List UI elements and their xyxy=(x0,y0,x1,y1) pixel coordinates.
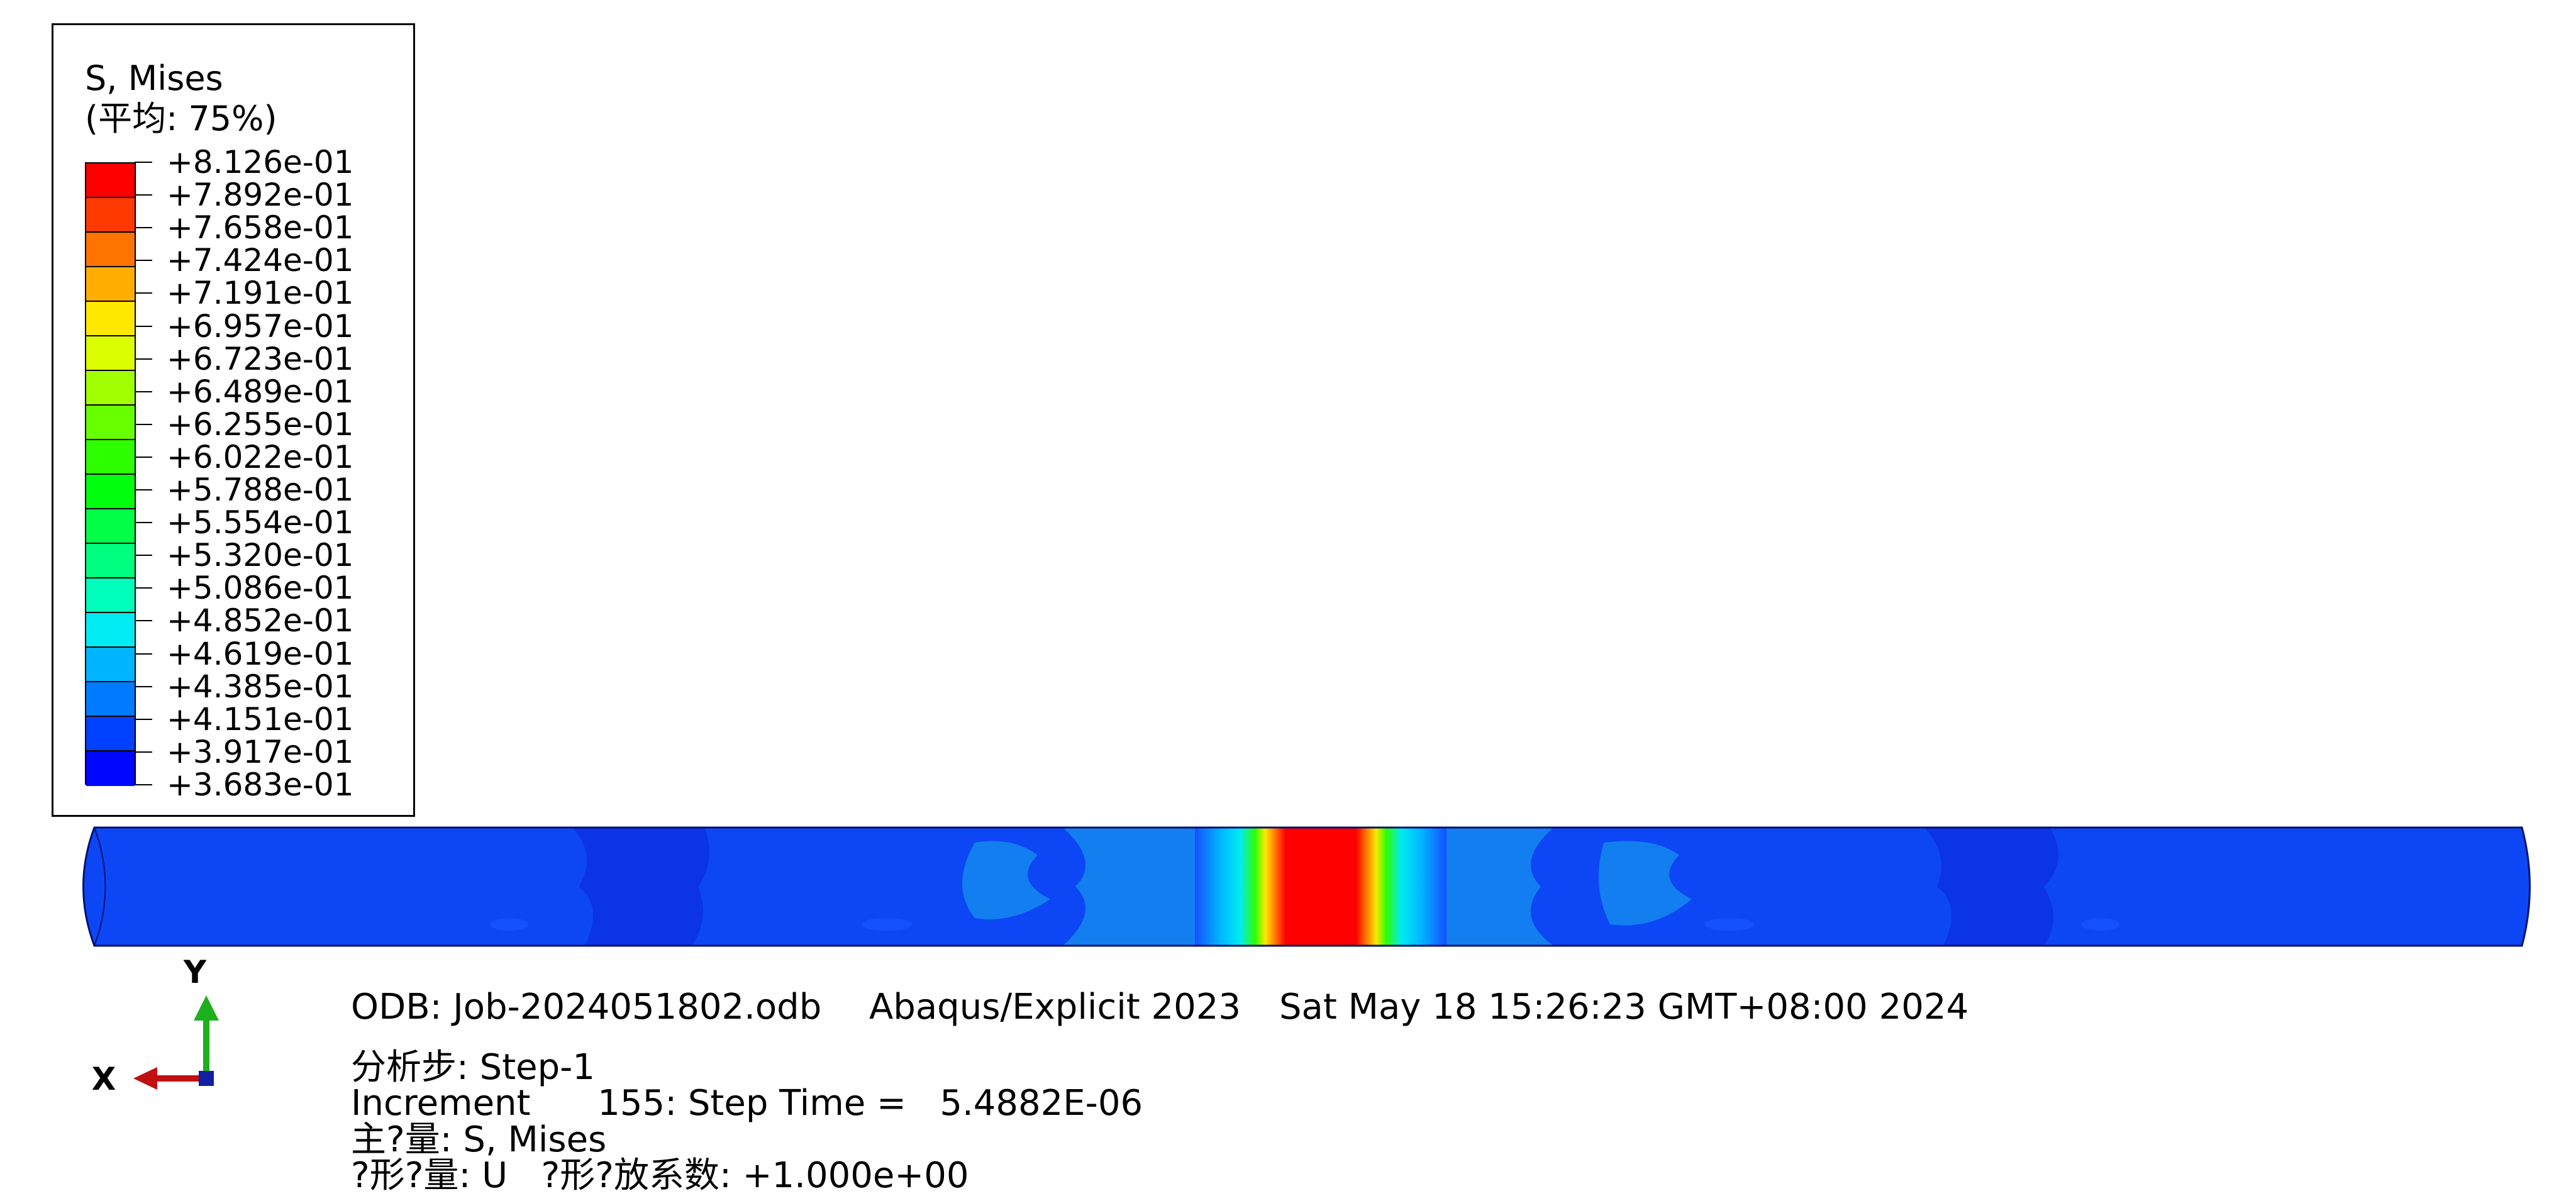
legend-tick-label: +8.126e-01 xyxy=(167,144,354,180)
legend-tick xyxy=(135,685,152,687)
stress-region xyxy=(1704,918,1755,931)
legend-swatch xyxy=(86,475,135,509)
legend-swatch xyxy=(86,302,135,336)
legend-tick-label: +4.619e-01 xyxy=(167,635,354,672)
legend-swatch xyxy=(86,648,135,682)
legend-tick xyxy=(135,358,152,360)
legend-swatch xyxy=(86,198,135,233)
legend-subtitle: (平均: 75%) xyxy=(85,99,277,138)
legend-swatch xyxy=(86,751,135,786)
legend-swatch xyxy=(86,682,135,717)
legend-tick-label: +3.917e-01 xyxy=(167,733,354,770)
deformed-variable: ?形?量: U ?形?放系数: +1.000e+00 xyxy=(351,1155,969,1196)
legend-tick-label: +4.852e-01 xyxy=(167,602,354,640)
legend-tick xyxy=(135,653,152,655)
legend-tick-label: +3.683e-01 xyxy=(167,767,354,803)
stress-region xyxy=(572,828,709,946)
legend-tick xyxy=(135,162,152,163)
odb-path: ODB: Job-2024051802.odb xyxy=(351,987,822,1027)
stress-region xyxy=(2082,918,2119,931)
legend-tick xyxy=(135,260,152,262)
legend-tick xyxy=(135,751,152,753)
pipe-outline xyxy=(82,826,2531,947)
legend-tick-label: +5.320e-01 xyxy=(167,537,354,574)
legend-tick xyxy=(135,227,152,229)
legend-title: S, Mises xyxy=(85,58,223,98)
triad-x-label: X xyxy=(92,1061,116,1097)
y-axis-arrowhead xyxy=(194,995,219,1021)
legend-tick xyxy=(135,325,152,327)
solver-version: Abaqus/Explicit 2023 xyxy=(869,987,1241,1027)
primary-variable: 主?量: S, Mises xyxy=(351,1119,607,1160)
legend-tick xyxy=(135,620,152,622)
z-axis-marker xyxy=(199,1071,214,1086)
pipe-end-line xyxy=(94,827,106,946)
legend-tick xyxy=(135,555,152,556)
legend-tick xyxy=(135,423,152,425)
legend-tick xyxy=(135,489,152,491)
legend-tick-label: +4.151e-01 xyxy=(167,700,354,738)
legend-swatch xyxy=(86,579,135,613)
legend-tick-label: +7.658e-01 xyxy=(167,209,354,246)
legend-swatch xyxy=(86,233,135,267)
legend-swatch xyxy=(86,163,135,198)
legend-swatch xyxy=(86,336,135,371)
legend-tick xyxy=(135,718,152,720)
legend-swatch xyxy=(86,267,135,302)
timestamp: Sat May 18 15:26:23 GMT+08:00 2024 xyxy=(1279,987,1969,1027)
legend-tick-label: +6.957e-01 xyxy=(167,307,354,345)
legend-tick-label: +6.489e-01 xyxy=(167,373,354,410)
legend-tick xyxy=(135,292,152,294)
stress-region xyxy=(1599,841,1692,926)
legend-swatch xyxy=(86,406,135,440)
legend-swatch xyxy=(86,613,135,648)
legend-swatch xyxy=(86,717,135,751)
legend-swatch xyxy=(86,371,135,406)
legend-tick xyxy=(135,784,152,785)
legend-tick-label: +6.255e-01 xyxy=(167,406,354,443)
triad-y-label: Y xyxy=(183,954,207,990)
legend-tick-label: +6.723e-01 xyxy=(167,340,354,377)
stress-peak-band xyxy=(1195,828,1446,946)
step-label: 分析步: Step-1 xyxy=(351,1047,596,1088)
legend-tick-label: +7.191e-01 xyxy=(167,275,354,312)
legend-tick-label: +6.022e-01 xyxy=(167,438,354,475)
increment-label: Increment 155: Step Time = 5.4882E-06 xyxy=(351,1083,1143,1124)
contour-legend: S, Mises (平均: 75%) +8.126e-01 +7.892e-01 +… xyxy=(52,23,415,817)
legend-tick-label: +4.385e-01 xyxy=(167,668,354,705)
legend-tick-label: +5.554e-01 xyxy=(167,504,354,541)
stress-region xyxy=(491,918,528,931)
orientation-triad: Y X xyxy=(92,954,219,1097)
legend-swatch xyxy=(86,440,135,475)
legend-color-bar xyxy=(85,162,136,786)
legend-swatch xyxy=(86,509,135,544)
stress-region xyxy=(962,841,1050,919)
legend-tick xyxy=(135,587,152,589)
x-axis-arrowhead xyxy=(133,1067,157,1090)
legend-tick xyxy=(135,522,152,524)
legend-tick xyxy=(135,456,152,458)
model-viewport[interactable] xyxy=(69,824,2541,950)
legend-tick-label: +7.892e-01 xyxy=(167,177,354,214)
legend-tick-label: +5.788e-01 xyxy=(167,472,354,509)
stress-region xyxy=(1924,828,2058,946)
legend-tick xyxy=(135,194,152,196)
legend-tick xyxy=(135,390,152,392)
legend-swatch xyxy=(86,544,135,579)
stress-region xyxy=(862,918,912,931)
legend-tick-label: +7.424e-01 xyxy=(167,242,354,279)
legend-tick-label: +5.086e-01 xyxy=(167,570,354,607)
